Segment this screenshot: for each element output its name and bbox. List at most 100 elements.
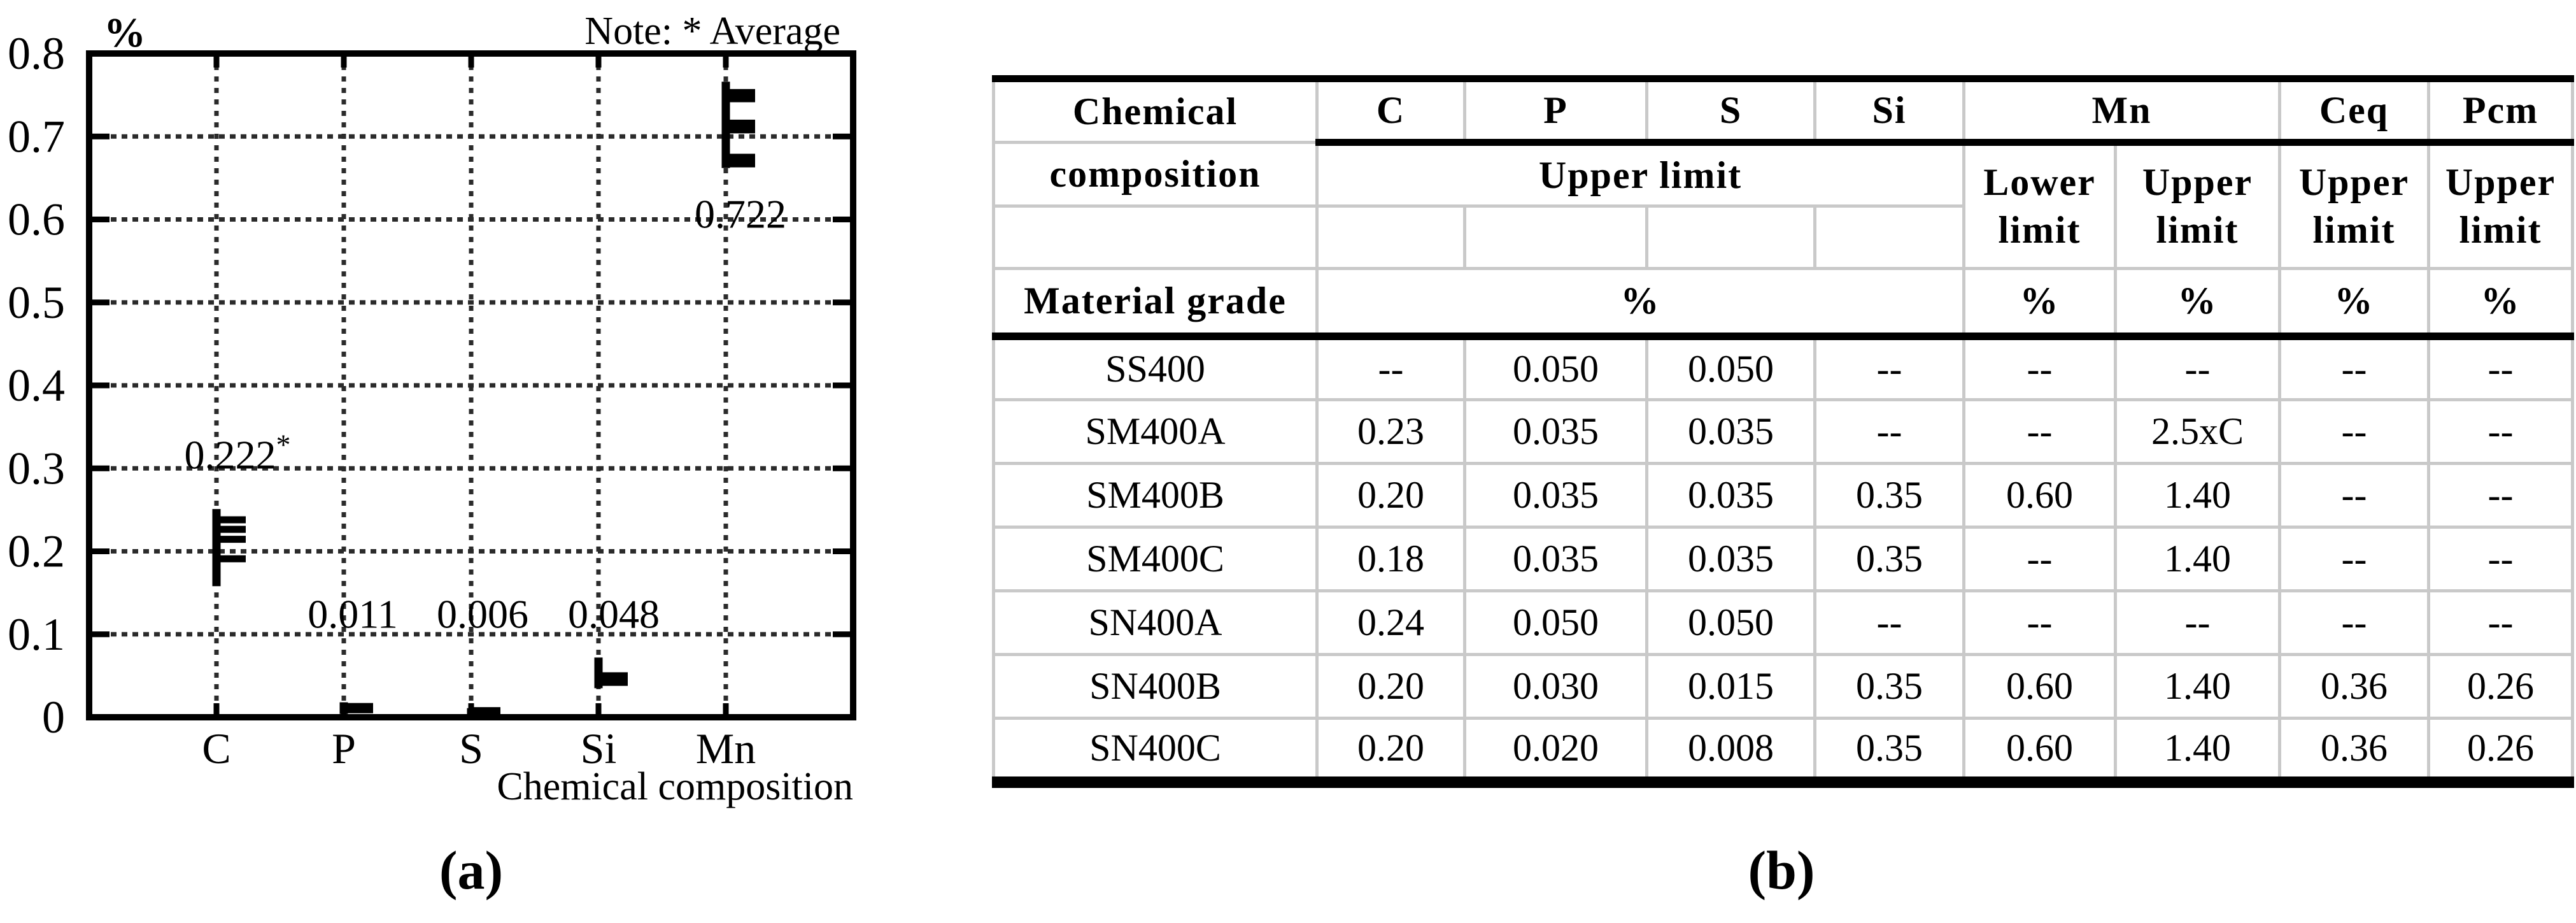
value-cell: 0.35: [1813, 526, 1965, 592]
panel-b-caption: (b): [1748, 840, 1815, 901]
value-cell: 1.40: [2114, 462, 2281, 529]
value-cell: --: [2278, 334, 2430, 401]
header-pcm-upper-limit: Upper limit: [2427, 141, 2574, 270]
value-cell: --: [1962, 398, 2117, 465]
value-cell: --: [1962, 334, 2117, 401]
header-row-spacer: [992, 204, 2573, 270]
x-category-label: P: [332, 724, 356, 773]
value-cell: 1.40: [2114, 526, 2281, 592]
value-cell: --: [2427, 462, 2574, 529]
y-tick-label: 0.3: [8, 443, 65, 494]
y-tick-label: 0.2: [8, 526, 65, 577]
header-row-elements: Chemical C P S Si Mn Ceq Pcm: [992, 75, 2574, 146]
y-tick-label: 0.4: [8, 360, 65, 411]
header-row-limits: composition Upper limit Lower limit Uppe…: [992, 141, 2574, 270]
material-grade-cell: SN400B: [992, 653, 1319, 720]
material-grade-cell: SM400B: [992, 462, 1319, 529]
value-cell: 0.035: [1463, 526, 1648, 592]
x-axis-title: Chemical composition: [497, 765, 853, 808]
value-cell: --: [1962, 526, 2117, 592]
value-cell: 0.20: [1315, 653, 1466, 720]
average-annotation-Si: 0.048: [568, 591, 660, 636]
header-col-c: C: [1315, 75, 1466, 146]
table-row: SN400B 0.20 0.030 0.015 0.35 0.60 1.40 0.36 0.26: [992, 653, 2574, 720]
value-cell: 0.26: [2427, 653, 2574, 720]
value-cell: 1.40: [2114, 653, 2281, 720]
header-col-si: Si: [1813, 75, 1965, 146]
value-cell: --: [1813, 334, 1965, 401]
header-col-p: P: [1463, 75, 1648, 146]
value-cell: 1.40: [2114, 717, 2281, 788]
material-grade-cell: SM400C: [992, 526, 1319, 592]
value-cell: 0.050: [1463, 589, 1648, 656]
x-category-label: S: [459, 724, 483, 773]
value-cell: 0.015: [1645, 653, 1816, 720]
y-tick-label: 0: [42, 692, 65, 743]
composition-chart: 0 0.1 0.2 0.3 0.4 0.5 0.6 0.7 0.8 C P S Si Mn 0.222* 0.…: [8, 28, 856, 773]
value-cell: --: [2427, 398, 2574, 465]
panel-a-caption: (a): [439, 840, 504, 901]
value-cell: --: [2427, 334, 2574, 401]
value-cell: 0.20: [1315, 717, 1466, 788]
value-cell: 0.050: [1645, 589, 1816, 656]
value-cell: 0.035: [1645, 398, 1816, 465]
material-grade-cell: SS400: [992, 334, 1319, 401]
header-spacer-cell: [992, 204, 1319, 270]
value-cell: 0.60: [1962, 462, 2117, 529]
table-row: SM400A 0.23 0.035 0.035 -- -- 2.5xC -- --: [992, 398, 2574, 465]
value-cell: 0.035: [1463, 462, 1648, 529]
header-chemical-composition-line1: Chemical: [992, 75, 1319, 144]
value-cell: 0.35: [1813, 717, 1965, 788]
material-grade-cell: SN400A: [992, 589, 1319, 656]
value-cell: 0.20: [1315, 462, 1466, 529]
table-row: SM400B 0.20 0.035 0.035 0.35 0.60 1.40 -- --: [992, 462, 2574, 529]
header-row-units: Material grade % % % % %: [992, 267, 2574, 340]
header-ceq-upper-limit: Upper limit: [2278, 141, 2430, 270]
value-cell: 0.020: [1463, 717, 1648, 788]
header-col-s: S: [1645, 75, 1816, 146]
header-material-grade: Material grade: [992, 267, 1319, 340]
table-row: SS400 -- 0.050 0.050 -- -- -- -- --: [992, 334, 2574, 401]
y-tick-label: 0.7: [8, 111, 65, 162]
header-col-pcm: Pcm: [2427, 75, 2574, 146]
header-spacer-cell: [1315, 204, 1466, 270]
x-category-label: Mn: [696, 724, 756, 773]
value-cell: 0.60: [1962, 653, 2117, 720]
header-unit-span: %: [1315, 267, 1965, 340]
value-cell: --: [2278, 398, 2430, 465]
value-cell: 0.050: [1645, 334, 1816, 401]
value-cell: --: [2278, 526, 2430, 592]
value-cell: 0.35: [1813, 653, 1965, 720]
header-spacer-cell: [1645, 204, 1816, 270]
value-cell: --: [2427, 526, 2574, 592]
x-category-label: C: [202, 724, 230, 773]
value-cell: 0.23: [1315, 398, 1466, 465]
table-body: SS400 -- 0.050 0.050 -- -- -- -- -- SM400A 0.23 0.0…: [992, 334, 2574, 788]
composition-table: Chemical C P S Si Mn Ceq Pcm composition…: [992, 75, 2574, 788]
value-cell: 0.050: [1463, 334, 1648, 401]
y-tick-label: 0.1: [8, 609, 65, 660]
value-cell: 0.24: [1315, 589, 1466, 656]
value-cell: --: [1813, 589, 1965, 656]
value-cell: 0.035: [1645, 526, 1816, 592]
value-cell: 0.030: [1463, 653, 1648, 720]
value-cell: 0.035: [1463, 398, 1648, 465]
header-spacer-cell: [1813, 204, 1965, 270]
header-chemical-composition-line2: composition: [992, 141, 1319, 208]
value-cell: 0.36: [2278, 653, 2430, 720]
table-row: SN400C 0.20 0.020 0.008 0.35 0.60 1.40 0.36 0.26: [992, 717, 2574, 788]
average-asterisk: *: [276, 428, 291, 461]
value-cell: 0.035: [1645, 462, 1816, 529]
x-category-label: Si: [581, 724, 617, 773]
value-cell: 0.008: [1645, 717, 1816, 788]
plot-border: [86, 50, 856, 720]
y-axis-unit-label: %: [104, 10, 146, 56]
value-cell: --: [1962, 589, 2117, 656]
chart-note: Note: * Average: [584, 10, 840, 53]
value-cell: 0.18: [1315, 526, 1466, 592]
value-cell: 2.5xC: [2114, 398, 2281, 465]
value-cell: --: [2427, 589, 2574, 656]
material-grade-cell: SN400C: [992, 717, 1319, 788]
average-annotation-P: 0.011: [308, 591, 398, 636]
